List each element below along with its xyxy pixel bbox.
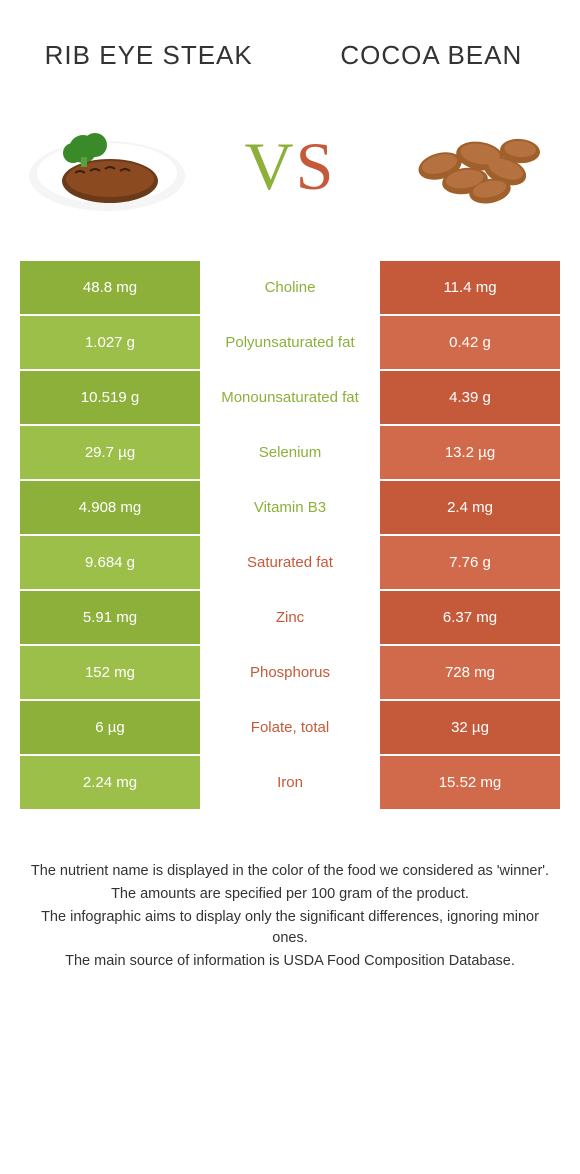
left-value: 152 mg <box>20 646 200 699</box>
nutrient-name: Saturated fat <box>200 536 380 589</box>
table-row: 29.7 µgSelenium13.2 µg <box>20 426 560 481</box>
nutrient-name: Monounsaturated fat <box>200 371 380 424</box>
food-image-left <box>25 111 190 221</box>
right-value: 4.39 g <box>380 371 560 424</box>
footnote-line: The amounts are specified per 100 gram o… <box>30 884 550 905</box>
footnotes: The nutrient name is displayed in the co… <box>0 811 580 994</box>
table-row: 5.91 mgZinc6.37 mg <box>20 591 560 646</box>
table-row: 2.24 mgIron15.52 mg <box>20 756 560 811</box>
left-value: 10.519 g <box>20 371 200 424</box>
nutrient-name: Selenium <box>200 426 380 479</box>
left-value: 4.908 mg <box>20 481 200 534</box>
table-row: 152 mgPhosphorus728 mg <box>20 646 560 701</box>
left-value: 29.7 µg <box>20 426 200 479</box>
food-title-right: COCOA BEAN <box>323 40 540 71</box>
right-value: 7.76 g <box>380 536 560 589</box>
right-value: 15.52 mg <box>380 756 560 809</box>
images-row: VS <box>0 91 580 261</box>
left-value: 9.684 g <box>20 536 200 589</box>
table-row: 9.684 gSaturated fat7.76 g <box>20 536 560 591</box>
footnote-line: The infographic aims to display only the… <box>30 907 550 949</box>
right-value: 2.4 mg <box>380 481 560 534</box>
header-titles: RIB EYE STEAK COCOA BEAN <box>0 0 580 91</box>
table-row: 10.519 gMonounsaturated fat4.39 g <box>20 371 560 426</box>
left-value: 1.027 g <box>20 316 200 369</box>
left-value: 48.8 mg <box>20 261 200 314</box>
nutrient-name: Phosphorus <box>200 646 380 699</box>
left-value: 2.24 mg <box>20 756 200 809</box>
vs-v: V <box>245 128 296 204</box>
table-row: 48.8 mgCholine11.4 mg <box>20 261 560 316</box>
nutrient-name: Choline <box>200 261 380 314</box>
right-value: 11.4 mg <box>380 261 560 314</box>
nutrient-name: Polyunsaturated fat <box>200 316 380 369</box>
footnote-line: The main source of information is USDA F… <box>30 951 550 972</box>
table-row: 4.908 mgVitamin B32.4 mg <box>20 481 560 536</box>
right-value: 728 mg <box>380 646 560 699</box>
nutrient-name: Vitamin B3 <box>200 481 380 534</box>
left-value: 6 µg <box>20 701 200 754</box>
vs-label: VS <box>245 127 336 206</box>
infographic: RIB EYE STEAK COCOA BEAN VS <box>0 0 580 994</box>
footnote-line: The nutrient name is displayed in the co… <box>30 861 550 882</box>
food-image-right <box>390 111 555 221</box>
nutrient-name: Iron <box>200 756 380 809</box>
table-row: 1.027 gPolyunsaturated fat0.42 g <box>20 316 560 371</box>
right-value: 13.2 µg <box>380 426 560 479</box>
food-title-left: RIB EYE STEAK <box>40 40 257 71</box>
nutrient-name: Zinc <box>200 591 380 644</box>
comparison-table: 48.8 mgCholine11.4 mg1.027 gPolyunsatura… <box>20 261 560 811</box>
left-value: 5.91 mg <box>20 591 200 644</box>
right-value: 0.42 g <box>380 316 560 369</box>
right-value: 32 µg <box>380 701 560 754</box>
vs-s: S <box>296 128 336 204</box>
nutrient-name: Folate, total <box>200 701 380 754</box>
table-row: 6 µgFolate, total32 µg <box>20 701 560 756</box>
right-value: 6.37 mg <box>380 591 560 644</box>
